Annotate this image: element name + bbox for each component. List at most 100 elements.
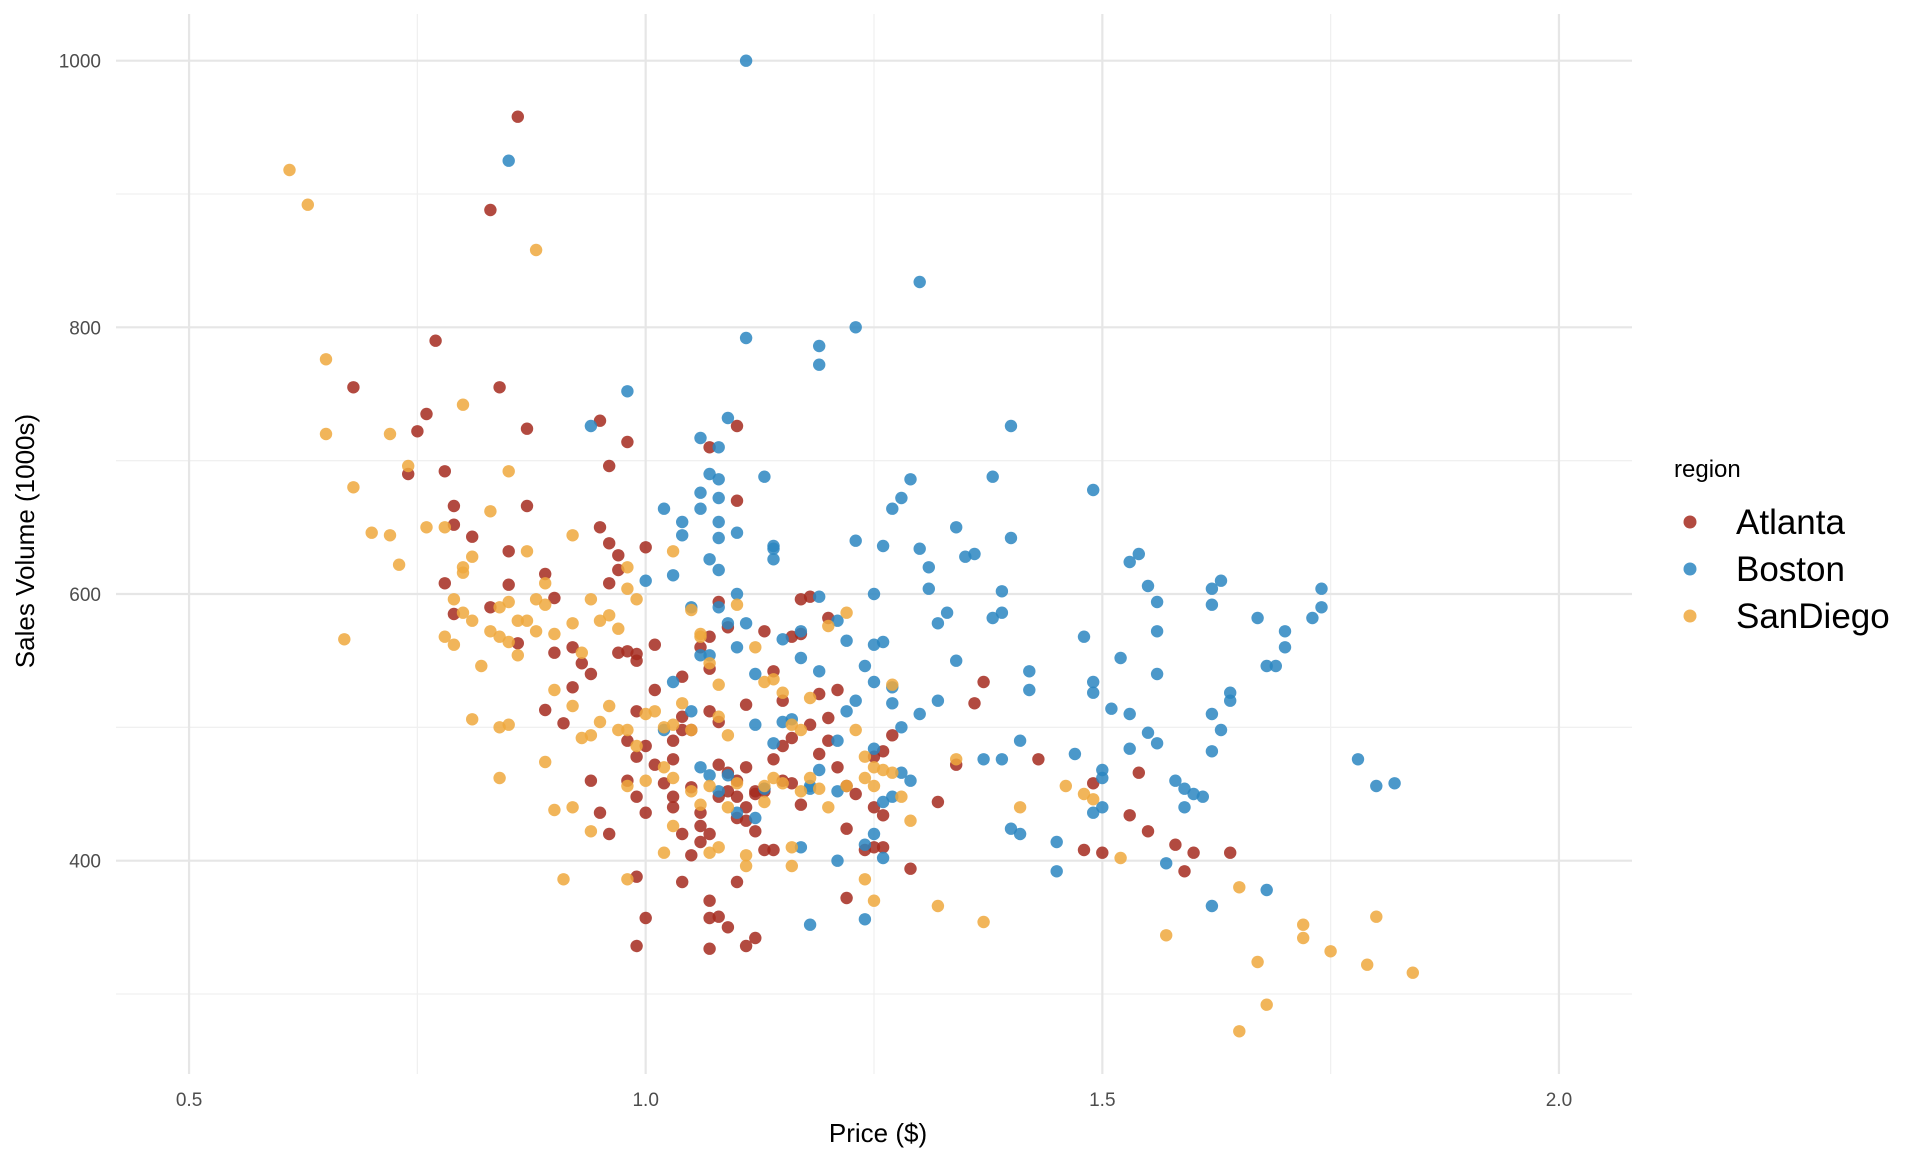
- point-boston: [1260, 883, 1273, 897]
- y-tick-label: 800: [69, 318, 101, 339]
- point-boston: [676, 529, 689, 542]
- point-sandiego: [730, 777, 744, 790]
- point-sandiego: [1160, 929, 1173, 942]
- point-atlanta: [603, 537, 616, 550]
- point-boston: [1169, 774, 1182, 787]
- point-atlanta: [493, 381, 506, 394]
- point-sandiego: [548, 627, 561, 641]
- point-atlanta: [886, 729, 899, 742]
- point-boston: [886, 502, 899, 515]
- point-sandiego: [1233, 1025, 1246, 1038]
- point-sandiego: [630, 593, 643, 606]
- point-atlanta: [603, 577, 616, 590]
- point-boston: [813, 665, 826, 678]
- point-atlanta: [657, 777, 671, 790]
- point-atlanta: [584, 774, 598, 787]
- point-sandiego: [438, 630, 451, 643]
- point-atlanta: [840, 822, 853, 835]
- point-sandiego: [666, 771, 680, 785]
- point-boston: [831, 614, 844, 627]
- point-sandiego: [456, 398, 470, 411]
- point-boston: [913, 275, 926, 289]
- point-boston: [895, 766, 908, 779]
- point-boston: [712, 785, 725, 798]
- point-sandiego: [886, 766, 899, 779]
- point-atlanta: [347, 381, 360, 394]
- point-sandiego: [493, 630, 506, 643]
- point-atlanta: [666, 734, 680, 747]
- point-sandiego: [822, 619, 835, 633]
- point-sandiego: [886, 678, 899, 691]
- point-boston: [1251, 611, 1264, 625]
- point-sandiego: [721, 729, 735, 742]
- point-atlanta: [822, 734, 835, 747]
- point-boston: [1205, 598, 1219, 611]
- point-sandiego: [730, 598, 744, 611]
- point-atlanta: [566, 681, 579, 694]
- point-boston: [1196, 790, 1210, 803]
- point-boston: [712, 601, 725, 614]
- point-atlanta: [639, 806, 652, 819]
- point-atlanta: [813, 747, 826, 761]
- point-boston: [858, 838, 872, 851]
- point-sandiego: [721, 801, 735, 814]
- point-boston: [1087, 686, 1100, 699]
- point-atlanta: [630, 750, 643, 763]
- point-atlanta: [1077, 843, 1091, 857]
- point-sandiego: [977, 915, 990, 929]
- point-atlanta: [621, 435, 634, 449]
- point-sandiego: [539, 755, 552, 769]
- point-sandiego: [365, 526, 378, 539]
- point-atlanta: [1187, 846, 1200, 859]
- point-sandiego: [758, 795, 771, 809]
- point-sandiego: [621, 582, 634, 595]
- point-atlanta: [612, 549, 625, 562]
- point-sandiego: [785, 718, 798, 731]
- point-boston: [1087, 675, 1100, 689]
- y-tick-label: 1000: [59, 52, 101, 73]
- point-boston: [813, 358, 826, 371]
- point-atlanta: [612, 646, 625, 659]
- point-sandiego: [739, 859, 753, 873]
- point-atlanta: [447, 499, 461, 513]
- point-boston: [849, 694, 862, 707]
- point-sandiego: [575, 646, 588, 659]
- point-atlanta: [557, 717, 570, 730]
- point-boston: [676, 515, 689, 529]
- point-boston: [749, 718, 762, 731]
- point-sandiego: [621, 561, 634, 574]
- point-boston: [1096, 771, 1109, 785]
- point-atlanta: [666, 790, 680, 803]
- point-sandiego: [438, 521, 451, 534]
- point-boston: [721, 769, 735, 782]
- point-sandiego: [301, 198, 314, 211]
- point-boston: [931, 694, 945, 707]
- point-sandiego: [685, 785, 698, 798]
- point-atlanta: [420, 407, 433, 421]
- point-boston: [986, 611, 999, 625]
- point-sandiego: [466, 614, 479, 627]
- point-atlanta: [822, 711, 835, 725]
- point-sandiego: [520, 614, 534, 627]
- point-boston: [730, 587, 744, 601]
- point-sandiego: [493, 601, 506, 614]
- point-sandiego: [566, 529, 579, 542]
- point-boston: [840, 634, 853, 647]
- point-sandiego: [813, 782, 826, 795]
- point-sandiego: [1297, 931, 1310, 945]
- point-boston: [1004, 531, 1018, 545]
- point-boston: [1150, 667, 1164, 681]
- data-points: [283, 54, 1420, 1038]
- point-sandiego: [712, 710, 725, 723]
- point-sandiego: [776, 777, 789, 790]
- point-boston: [813, 763, 826, 777]
- point-atlanta: [977, 675, 990, 689]
- point-boston: [712, 441, 725, 454]
- point-boston: [694, 431, 707, 445]
- point-sandiego: [1251, 955, 1264, 969]
- point-sandiego: [858, 750, 872, 763]
- point-boston: [1050, 865, 1063, 878]
- point-atlanta: [520, 422, 534, 435]
- point-boston: [1214, 574, 1228, 587]
- point-boston: [1315, 582, 1328, 595]
